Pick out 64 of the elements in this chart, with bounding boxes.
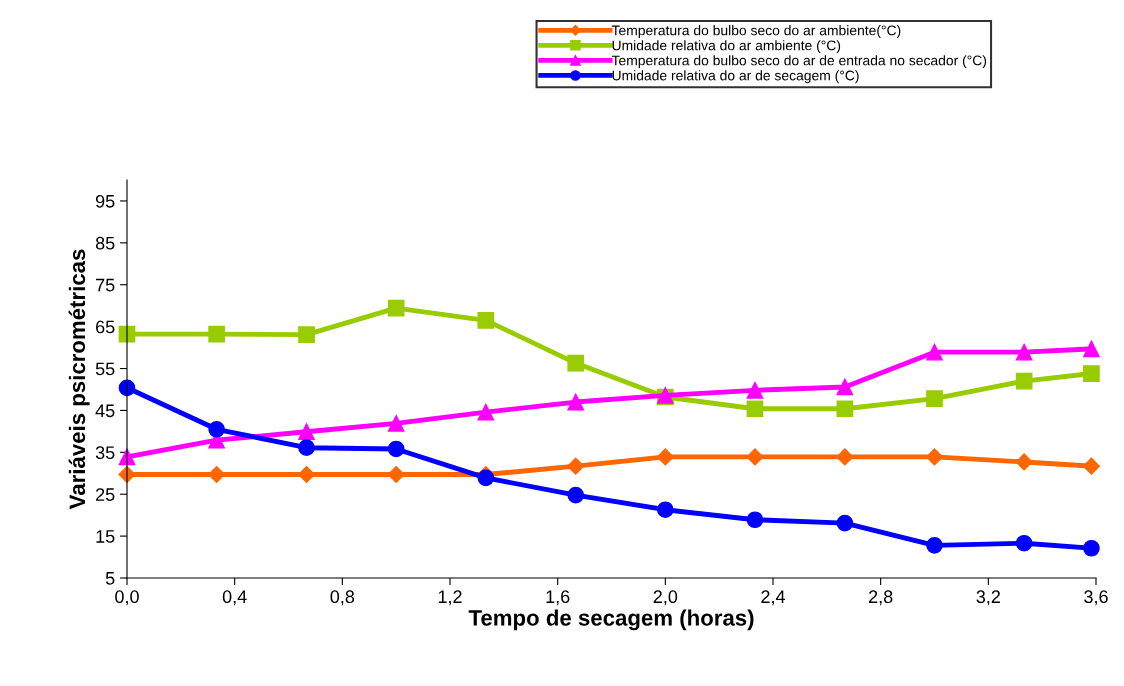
point [1015, 534, 1033, 552]
y-axis-title: Variáveis psicrométricas [68, 249, 90, 510]
point [1015, 372, 1033, 390]
x-tick-label: 2,4 [761, 590, 786, 606]
x-tick-label: 3,6 [1084, 590, 1108, 606]
y-tick-label: 75 [96, 278, 115, 292]
point [1083, 340, 1100, 358]
x-tick-label: 2,0 [653, 590, 678, 606]
point [746, 511, 764, 529]
x-tick-label: 1,2 [438, 590, 462, 606]
point [925, 448, 944, 466]
point [746, 381, 764, 399]
x-axis-title: Tempo de secagem (horas) [468, 609, 754, 631]
point [298, 423, 315, 441]
point [477, 469, 495, 487]
y-tick-label: 5 [105, 572, 115, 585]
point [387, 299, 405, 317]
point [1083, 365, 1100, 382]
point [208, 325, 225, 343]
point [118, 325, 136, 343]
x-tick-label: 0,4 [222, 590, 247, 606]
point [1082, 457, 1100, 475]
y-tick-label: 45 [95, 404, 115, 418]
point [746, 448, 764, 466]
point [656, 501, 674, 519]
y-tick-label: 55 [95, 362, 115, 376]
point [477, 403, 495, 421]
point [298, 326, 315, 343]
point [926, 536, 943, 554]
point [567, 457, 585, 475]
point [836, 448, 854, 466]
point [836, 378, 854, 396]
x-tick-label: 0,0 [115, 590, 139, 606]
point [656, 448, 674, 466]
point [208, 420, 225, 438]
point [567, 393, 585, 411]
point [567, 354, 585, 372]
legend-label: Umidade relativa do ar de secagem (°C) [612, 70, 859, 84]
point [746, 400, 764, 418]
x-tick-label: 1,6 [546, 590, 570, 606]
point [836, 400, 854, 418]
point [298, 439, 315, 457]
point [926, 390, 943, 408]
y-tick-label: 85 [95, 236, 115, 250]
point [836, 514, 854, 532]
point [477, 312, 495, 329]
point [387, 415, 405, 432]
point [567, 486, 585, 504]
y-tick-label: 95 [95, 194, 115, 208]
y-tick-label: 35 [95, 446, 115, 460]
point [926, 343, 943, 361]
legend-label: Umidade relativa do ar ambiente (°C) [612, 40, 841, 54]
point [387, 440, 405, 458]
y-tick-label: 15 [96, 530, 115, 543]
y-tick-label: 65 [96, 320, 115, 334]
point [1015, 453, 1033, 471]
legend-label: Temperatura do bulbo seco do ar de entrada no secador (°C) [611, 55, 987, 69]
x-tick-label: 0,8 [330, 590, 355, 606]
x-tick-label: 2,8 [869, 590, 893, 606]
x-tick-label: 3,2 [976, 590, 1000, 606]
point [1083, 539, 1100, 557]
y-tick-label: 25 [96, 488, 115, 501]
legend-label: Temperatura do bulbo seco do ar ambiente(°C) [611, 25, 901, 39]
point [1015, 343, 1033, 361]
